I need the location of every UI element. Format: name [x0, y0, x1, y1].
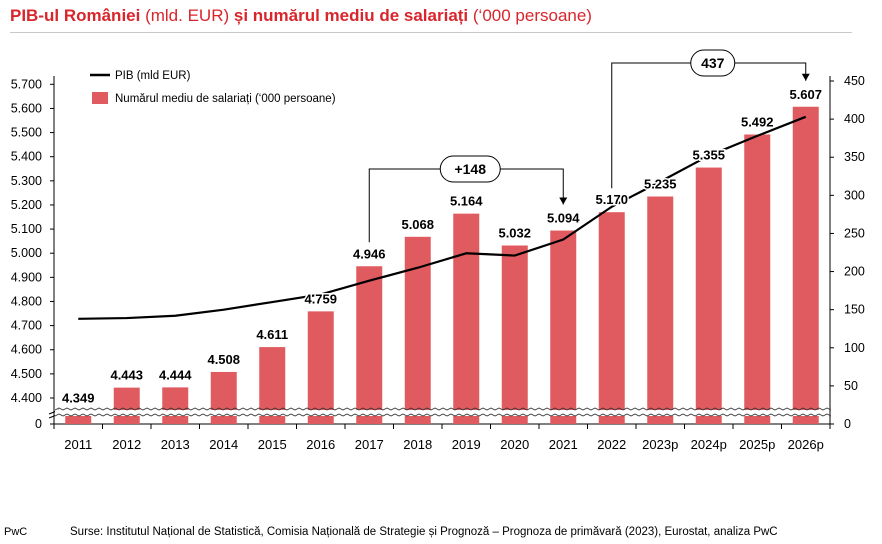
bar-value-label: 4.508 — [207, 352, 240, 367]
chart-title: PIB-ul României (mld. EUR) și numărul me… — [10, 6, 592, 26]
annotation-2017-2021-badge — [439, 155, 501, 183]
left-axis-tick-label: 5.100 — [11, 222, 42, 236]
bar-value-label: 5.235 — [644, 177, 677, 192]
title-part-3: și numărul mediu de salariați — [233, 6, 469, 25]
bar — [792, 106, 819, 424]
title-part-4: (‘000 persoane) — [468, 6, 592, 25]
right-axis-tick-label: 0 — [844, 417, 851, 431]
bar — [647, 196, 674, 424]
bar-value-label: 5.170 — [595, 192, 628, 207]
bar — [501, 245, 528, 424]
bar-value-label: 5.607 — [789, 87, 822, 102]
annotation-2017-2021-arrow — [559, 197, 568, 205]
title-divider — [10, 32, 852, 33]
right-axis-tick-label: 350 — [844, 150, 865, 164]
axis-break-band — [55, 410, 829, 416]
pib-line — [78, 115, 807, 320]
right-axis-tick-label: 300 — [844, 188, 865, 202]
left-axis-tick-label: 5.700 — [11, 77, 42, 91]
bar-value-label: 5.032 — [498, 225, 531, 240]
left-axis-tick-label: 4.800 — [11, 294, 42, 308]
left-axis-tick-label: 5.200 — [11, 198, 42, 212]
x-axis-label: 2016 — [306, 437, 335, 452]
bar-value-label: 5.164 — [450, 194, 483, 209]
x-axis-label: 2013 — [161, 437, 190, 452]
bar-value-label: 4.349 — [62, 390, 95, 405]
bar-value-label: 5.094 — [547, 211, 580, 226]
bar-value-label: 5.068 — [401, 217, 434, 232]
x-axis-label: 2011 — [64, 437, 92, 452]
left-axis-tick-label: 5.600 — [11, 101, 42, 115]
x-axis-label: 2022 — [597, 437, 626, 452]
legend-bar-swatch — [92, 92, 108, 104]
left-axis-tick-label: 4.600 — [11, 343, 42, 357]
bar — [453, 213, 480, 424]
right-axis-tick-label: 100 — [844, 341, 865, 355]
chart-area: 4.400 4.500 4.600 4.700 4.800 4.900 5.000 5.100… — [11, 49, 865, 452]
bar-value-label: 4.444 — [159, 367, 192, 382]
x-axis-label: 2026p — [788, 437, 824, 452]
bar — [356, 266, 383, 424]
bar-value-label: 4.611 — [256, 327, 288, 342]
axis-break-wave — [54, 413, 832, 417]
x-axis-label: 2019 — [452, 437, 481, 452]
x-axis-label: 2018 — [403, 437, 432, 452]
bar-value-label: 4.946 — [353, 246, 386, 261]
bar — [695, 167, 722, 424]
footer-source: Surse: Institutul Național de Statistică… — [70, 526, 778, 538]
left-axis-tick-label: 5.400 — [11, 150, 42, 164]
bar-value-label: 5.355 — [692, 148, 725, 163]
left-axis-tick-label: 4.900 — [11, 270, 42, 284]
bar-value-label: 4.443 — [110, 368, 143, 383]
right-axis-tick-label: 200 — [844, 265, 865, 279]
axis-break-wave — [54, 407, 832, 411]
right-axis-tick-label: 250 — [844, 226, 865, 240]
x-axis-label: 2015 — [258, 437, 287, 452]
left-axis-tick-label: 4.700 — [11, 319, 42, 333]
x-axis-label: 2012 — [112, 437, 141, 452]
annotation-2017-2021-label: +148 — [454, 161, 486, 177]
bar-value-label: 5.492 — [741, 115, 774, 130]
right-axis-tick-label: 150 — [844, 303, 865, 317]
bar — [307, 311, 334, 424]
bar — [598, 212, 625, 424]
left-axis-tick-label: 4.400 — [11, 391, 42, 405]
right-axis-tick-label: 50 — [844, 379, 858, 393]
x-axis-label: 2024p — [691, 437, 727, 452]
annotation-2022-2026-arrow — [801, 73, 810, 81]
annotation-2022-2026-badge — [690, 49, 736, 77]
x-axis-label: 2014 — [209, 437, 238, 452]
x-axis-label: 2017 — [355, 437, 384, 452]
bar-value-label: 4.759 — [304, 291, 337, 306]
x-axis-label: 2023p — [642, 437, 678, 452]
left-axis-tick-label: 4.500 — [11, 367, 42, 381]
left-axis-tick-label: 5.000 — [11, 246, 42, 260]
right-axis-tick-label: 450 — [844, 74, 865, 88]
left-axis-tick-label: 5.500 — [11, 126, 42, 140]
left-axis-tick-label: 5.300 — [11, 174, 42, 188]
annotation-2022-2026-label: 437 — [701, 55, 725, 71]
x-axis-label: 2025p — [739, 437, 775, 452]
x-axis-label: 2020 — [500, 437, 529, 452]
title-part-1: PIB-ul României — [10, 6, 141, 25]
legend-line-label: PIB (mld EUR) — [115, 70, 191, 82]
footer-brand: PwC — [4, 526, 28, 538]
left-axis-zero-label: 0 — [35, 417, 42, 431]
right-axis-tick-label: 400 — [844, 112, 865, 126]
x-axis-label: 2021 — [549, 437, 578, 452]
title-part-2: (mld. EUR) — [140, 6, 234, 25]
bar — [744, 134, 771, 424]
legend-bar-label: Numărul mediu de salariați (‘000 persoan… — [115, 93, 336, 105]
bar — [162, 387, 189, 424]
bar — [550, 230, 577, 424]
bar — [113, 387, 140, 424]
